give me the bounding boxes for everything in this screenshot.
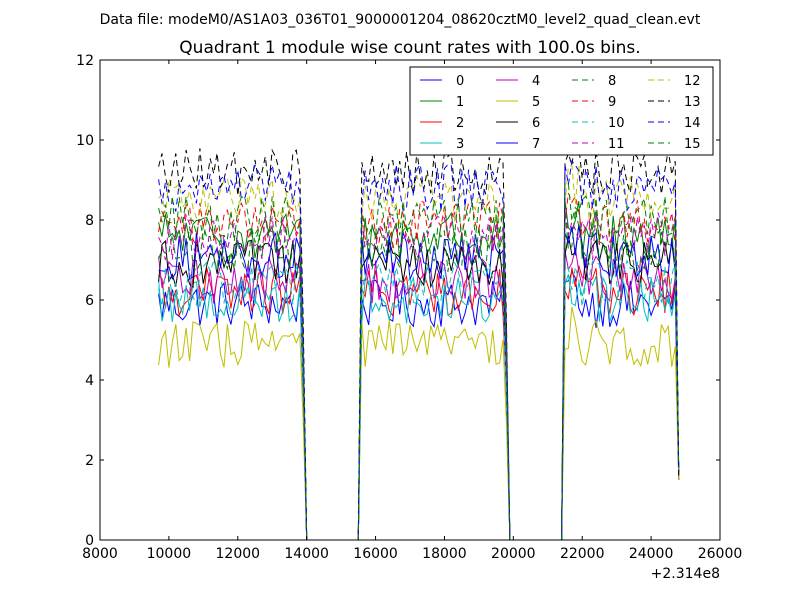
y-tick-label-4: 8 — [85, 213, 94, 229]
y-tick-label-1: 2 — [85, 453, 94, 469]
series-line-15 — [158, 182, 680, 541]
legend-label-6: 6 — [532, 116, 540, 131]
series-line-14 — [158, 160, 680, 541]
y-tick-label-2: 4 — [85, 373, 94, 389]
series-line-10 — [158, 259, 680, 541]
series-layer — [158, 136, 680, 541]
y-tick-label-5: 10 — [76, 133, 94, 149]
series-line-8 — [158, 209, 680, 541]
legend-box — [409, 66, 714, 156]
series-line-5 — [158, 306, 680, 541]
x-tick-label-8: 24000 — [629, 546, 674, 562]
x-tick-label-6: 20000 — [491, 546, 536, 562]
series-line-13 — [158, 136, 680, 541]
legend-label-10: 10 — [608, 116, 625, 131]
x-tick-label-2: 12000 — [216, 546, 261, 562]
x-offset-label: +2.314e8 — [651, 566, 720, 582]
y-tick-label-0: 0 — [85, 533, 94, 549]
x-tick-label-0: 8000 — [82, 546, 118, 562]
legend-label-12: 12 — [684, 74, 701, 89]
series-line-3 — [158, 274, 680, 541]
series-line-11 — [158, 206, 680, 541]
legend-label-0: 0 — [456, 74, 464, 89]
series-line-4 — [158, 247, 680, 541]
series-line-9 — [158, 192, 680, 541]
x-tick-label-7: 22000 — [560, 546, 605, 562]
legend-label-1: 1 — [456, 95, 464, 110]
legend-label-4: 4 — [532, 74, 540, 89]
y-tick-label-3: 6 — [85, 293, 94, 309]
x-tick-label-4: 16000 — [353, 546, 398, 562]
legend-label-2: 2 — [456, 116, 464, 131]
chart-title: Quadrant 1 module wise count rates with … — [179, 38, 640, 58]
x-tick-label-5: 18000 — [422, 546, 467, 562]
legend-label-14: 14 — [684, 116, 701, 131]
legend-label-9: 9 — [608, 95, 616, 110]
legend-label-13: 13 — [684, 95, 701, 110]
legend-label-3: 3 — [456, 137, 464, 152]
chart-suptitle: Data file: modeM0/AS1A03_036T01_90000012… — [100, 12, 701, 28]
legend-label-8: 8 — [608, 74, 616, 89]
legend-label-11: 11 — [608, 137, 625, 152]
legend-label-15: 15 — [684, 137, 701, 152]
legend-label-7: 7 — [532, 137, 540, 152]
x-tick-label-9: 26000 — [698, 546, 743, 562]
y-tick-label-6: 12 — [76, 53, 94, 69]
series-line-12 — [158, 165, 680, 541]
legend-label-5: 5 — [532, 95, 540, 110]
x-tick-label-1: 10000 — [147, 546, 192, 562]
ticks-layer: 8000 10000 12000 14000 16000 18000 20000 22000 2… — [76, 53, 742, 562]
series-line-0 — [158, 270, 680, 541]
x-tick-label-3: 14000 — [284, 546, 329, 562]
series-line-6 — [158, 224, 680, 541]
